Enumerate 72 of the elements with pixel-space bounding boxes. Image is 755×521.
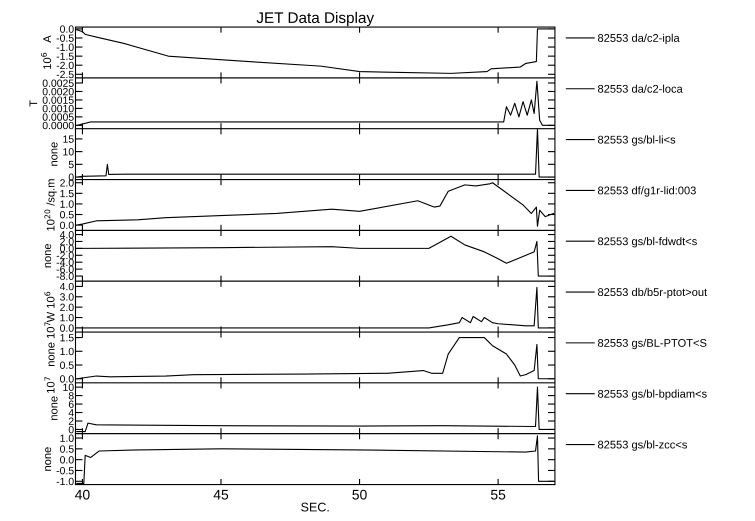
y-tick-label: -1.0 bbox=[56, 478, 74, 486]
y-tick-label: 10 bbox=[63, 384, 74, 391]
y-tick-label: 4 bbox=[68, 409, 74, 416]
y-tick-label: 1.0 bbox=[60, 200, 74, 208]
y-tick-label: -4.0 bbox=[56, 258, 74, 266]
y-axis-title: none bbox=[51, 396, 58, 420]
y-tick-label: -2.0 bbox=[56, 62, 74, 70]
text: 82553 gs/bl-fdwdt<s bbox=[598, 237, 697, 248]
y-tick-label: 1.0 bbox=[60, 314, 74, 322]
y-tick-label: 0 bbox=[68, 174, 74, 181]
text: 82553 gs/bl-li<s bbox=[598, 135, 676, 146]
text: 10$^{6}$ A bbox=[40, 35, 52, 69]
y-tick-label: 0.0005 bbox=[42, 113, 74, 121]
y-tick-label: 1.0 bbox=[60, 348, 74, 356]
y-tick-label: 0.5 bbox=[60, 211, 74, 218]
y-tick-label: 4.0 bbox=[60, 282, 74, 290]
y-tick-label: 0.5 bbox=[60, 445, 74, 453]
text: 10$^{7}$ none 10$^{7}$ bbox=[44, 322, 55, 393]
chart-title: JET Data Display bbox=[256, 12, 374, 26]
legend-label: 82553 gs/BL-PTOT<S bbox=[598, 338, 706, 350]
y-tick-label: -1.5 bbox=[56, 52, 74, 60]
legend-label: 82553 da/c2-ipla bbox=[598, 34, 680, 44]
y-tick-label: -0.5 bbox=[56, 466, 74, 474]
y-tick-label: 0.0 bbox=[60, 375, 74, 383]
y-tick-label: 0.0010 bbox=[42, 104, 74, 112]
x-tick-label: 40 bbox=[75, 490, 90, 500]
text: 82553 db/b5r-ptot>out bbox=[598, 288, 708, 298]
y-tick-label: 0.0000 bbox=[42, 122, 74, 130]
y-axis-title: 10$^{20}$ /sq.m bbox=[44, 179, 57, 231]
y-tick-label: -8.0 bbox=[56, 272, 74, 280]
y-tick-label: 5 bbox=[68, 160, 74, 168]
y-tick-label: 0.0 bbox=[60, 456, 74, 464]
y-axis-title: none bbox=[45, 447, 52, 471]
y-tick-label: 2.0 bbox=[60, 179, 74, 187]
y-tick-label: -0.5 bbox=[56, 34, 74, 42]
y-tick-label: 0.0 bbox=[60, 244, 74, 252]
y-tick-label: 2 bbox=[68, 418, 74, 425]
x-axis-title: SEC. bbox=[301, 502, 329, 512]
y-tick-label: 0.5 bbox=[60, 362, 74, 369]
y-tick-label: 2.0 bbox=[60, 238, 74, 246]
y-tick-label: 0.0 bbox=[60, 222, 74, 229]
y-tick-label: 15 bbox=[63, 136, 74, 143]
y-tick-label: 0.0015 bbox=[42, 96, 74, 104]
x-tick-label: 55 bbox=[490, 490, 506, 500]
y-tick-label: 1.5 bbox=[60, 190, 74, 198]
y-tick-label: -6.0 bbox=[56, 266, 74, 273]
y-tick-label: 0.0 bbox=[60, 324, 74, 332]
y-axis-title: T bbox=[30, 100, 38, 106]
y-tick-label: 1.5 bbox=[60, 334, 74, 342]
y-tick-label: 10 bbox=[63, 148, 74, 156]
y-tick-label: 1.0 bbox=[60, 434, 74, 442]
y-tick-label: 8 bbox=[68, 392, 74, 400]
y-tick-label: 3.0 bbox=[60, 293, 74, 301]
y-axis-title: none bbox=[45, 244, 52, 268]
y-tick-label: 0.0020 bbox=[42, 88, 74, 96]
text: 82553 gs/bl-zcc<s bbox=[598, 440, 687, 451]
y-tick-label: 0.0025 bbox=[42, 80, 74, 87]
y-tick-label: 2.0 bbox=[60, 304, 74, 312]
y-tick-label: 0.0 bbox=[60, 25, 74, 33]
legend-label: 82553 df/g1r-lid:003 bbox=[598, 186, 696, 197]
y-tick-label: -2.5 bbox=[56, 70, 74, 78]
y-axis-title: none bbox=[51, 142, 58, 166]
y-tick-label: 4.0 bbox=[60, 231, 74, 238]
x-tick-label: 45 bbox=[214, 490, 228, 500]
y-axis-title: W 10$^{6}$ bbox=[44, 292, 55, 322]
y-tick-label: -1.0 bbox=[56, 44, 74, 51]
x-tick-label: 50 bbox=[352, 490, 367, 500]
text: 82553 gs/bl-bpdiam<s bbox=[598, 390, 707, 400]
y-tick-label: 6 bbox=[68, 400, 74, 408]
y-tick-label: -2.0 bbox=[56, 252, 74, 260]
y-tick-label: 0 bbox=[68, 426, 74, 434]
text: 82553 da/c2-loca bbox=[598, 84, 683, 93]
